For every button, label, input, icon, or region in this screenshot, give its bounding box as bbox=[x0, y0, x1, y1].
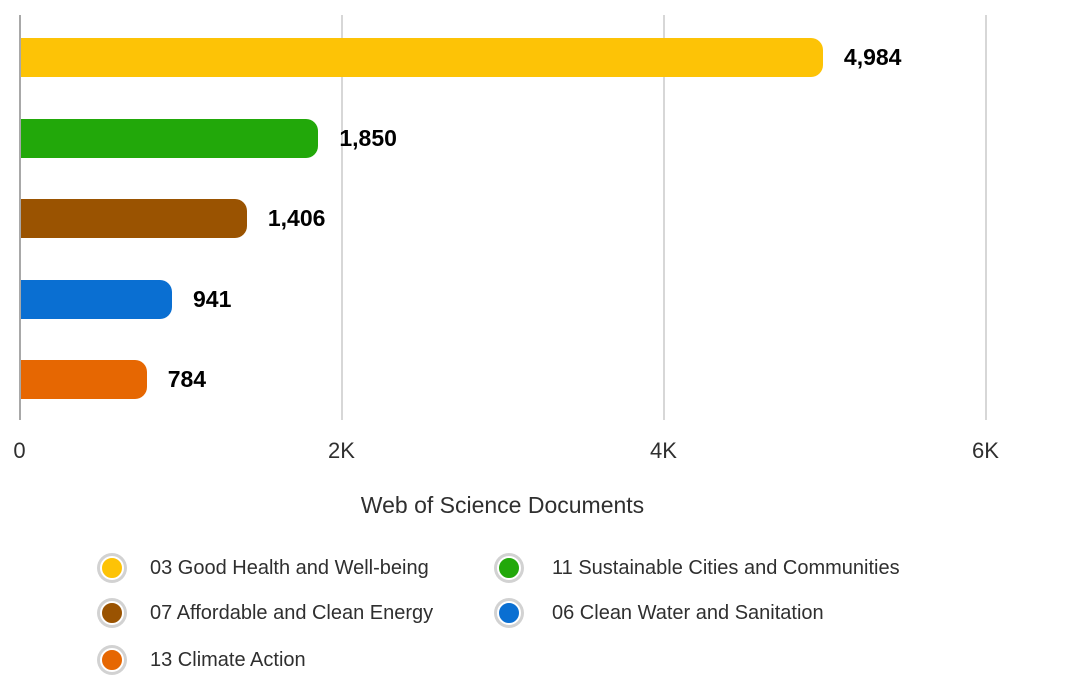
gridline-2k bbox=[340, 15, 343, 420]
bar-value-label: 941 bbox=[193, 285, 232, 312]
x-tick-label-4k: 4K bbox=[650, 438, 677, 463]
plot-area: 4,984 1,850 1,406 941 784 bbox=[18, 15, 987, 420]
x-tick-label-6k: 6K bbox=[972, 438, 999, 463]
legend-label: 06 Clean Water and Sanitation bbox=[552, 601, 824, 624]
bar-13-climate-action[interactable] bbox=[20, 360, 147, 399]
legend-item-03-good-health-and-well-being[interactable]: 03 Good Health and Well-being bbox=[97, 553, 429, 583]
legend-swatch-06-clean-water-and-sanitation bbox=[497, 601, 521, 625]
legend-swatch-03-good-health-and-well-being bbox=[100, 556, 124, 580]
legend-swatch-07-affordable-and-clean-energy bbox=[100, 601, 124, 625]
bar-value-label: 1,850 bbox=[339, 124, 397, 151]
legend-item-06-clean-water-and-sanitation[interactable]: 06 Clean Water and Sanitation bbox=[494, 598, 824, 628]
bar-value-label: 4,984 bbox=[843, 44, 902, 70]
legend-swatch-11-sustainable-cities-and-communities bbox=[497, 556, 521, 580]
gridline-6k bbox=[984, 15, 987, 420]
bar-11-sustainable-cities-and-communities[interactable] bbox=[20, 118, 319, 158]
x-tick-label-2k: 2K bbox=[328, 438, 355, 463]
gridline-4k bbox=[662, 15, 665, 420]
legend-item-13-climate-action[interactable]: 13 Climate Action bbox=[97, 645, 306, 675]
bar-07-affordable-and-clean-energy[interactable] bbox=[20, 199, 247, 238]
x-tick-label-0: 0 bbox=[13, 438, 26, 463]
legend-label: 03 Good Health and Well-being bbox=[150, 556, 429, 579]
legend-label: 07 Affordable and Clean Energy bbox=[150, 601, 434, 624]
x-axis-title: Web of Science Documents bbox=[360, 492, 645, 518]
bar-06-clean-water-and-sanitation[interactable] bbox=[20, 279, 172, 319]
legend-label: 13 Climate Action bbox=[150, 648, 306, 671]
legend-item-07-affordable-and-clean-energy[interactable]: 07 Affordable and Clean Energy bbox=[97, 598, 433, 628]
legend-label: 11 Sustainable Cities and Communities bbox=[552, 556, 900, 579]
legend-item-11-sustainable-cities-and-communities[interactable]: 11 Sustainable Cities and Communities bbox=[494, 553, 900, 583]
y-axis-line bbox=[18, 15, 21, 420]
bar-03-good-health-and-well-being[interactable] bbox=[20, 38, 823, 77]
bar-value-label: 784 bbox=[167, 366, 207, 392]
bar-value-label: 1,406 bbox=[267, 205, 326, 231]
legend-swatch-13-climate-action bbox=[100, 648, 124, 672]
